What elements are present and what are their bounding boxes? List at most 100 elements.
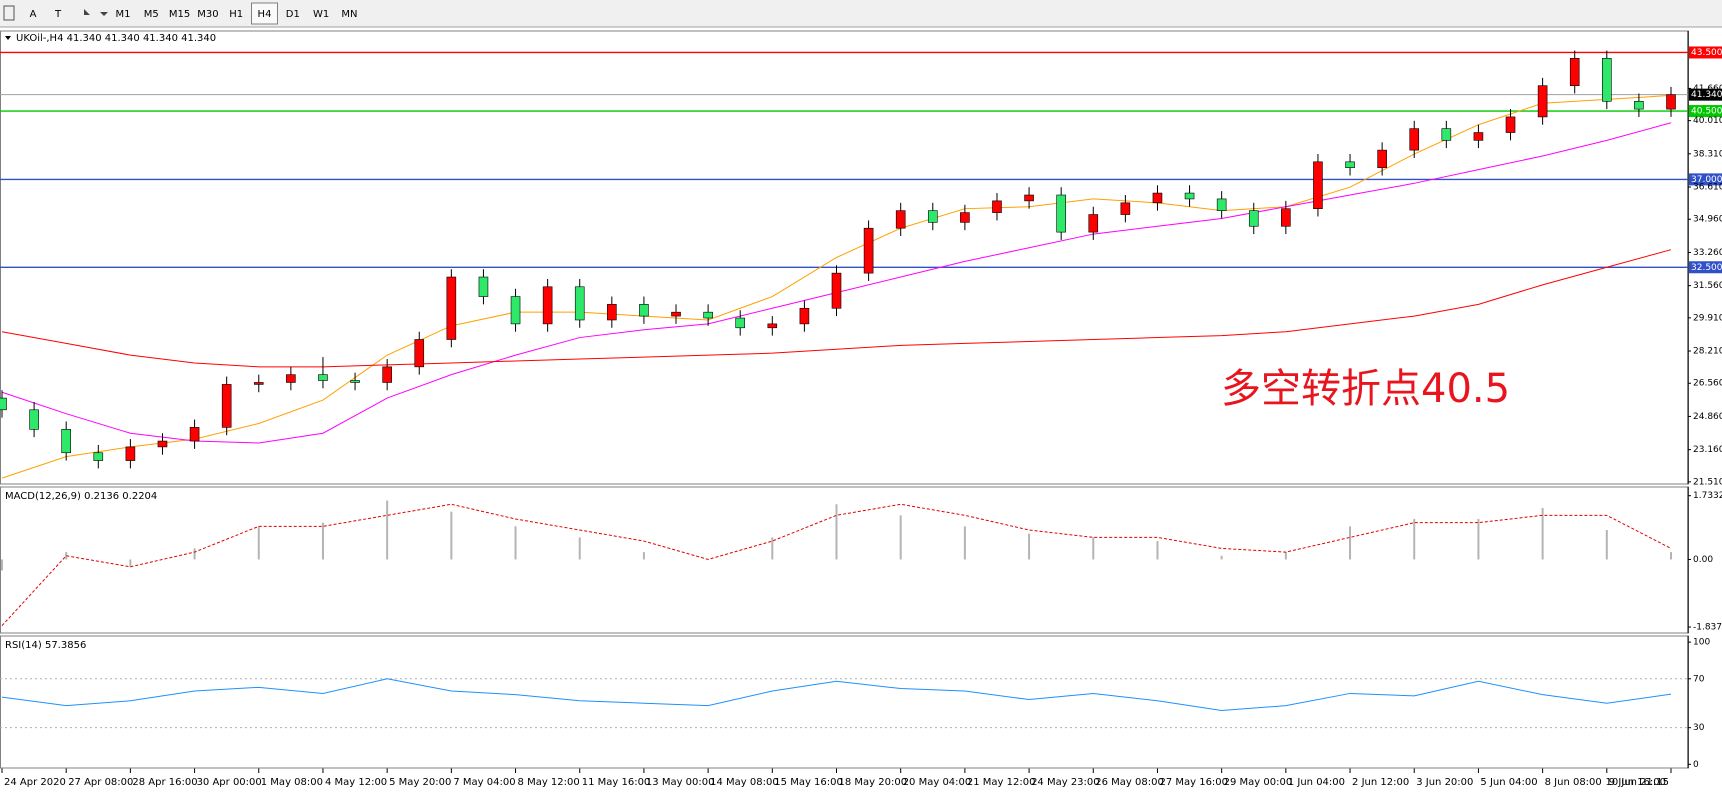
price-label-box [1689,88,1722,101]
x-tick-label: 24 Apr 2020 [4,777,66,788]
x-tick-label: 27 Apr 08:00 [68,777,133,788]
macd-signal [1,503,1672,626]
candle-body [382,366,392,383]
x-tick-label: 4 May 12:00 [325,777,387,788]
candle-body [286,374,296,383]
chart-title: UKOil-,H4 41.340 41.340 41.340 41.340 [16,33,216,44]
timeframe-button[interactable]: M15 [169,9,190,20]
tool-icon[interactable]: A [30,9,37,20]
candle-body [93,452,104,461]
candle-body [799,307,810,325]
x-tick-label: 29 May 00:00 [1224,777,1293,788]
panel-frame [0,635,1689,769]
x-tick-label: 9 Jun 16:00 [1609,777,1666,788]
candle-body [61,429,71,454]
candle-body [478,276,489,297]
candle-body [29,409,39,430]
candle-body [895,210,906,229]
timeframe-button[interactable]: W1 [313,9,329,20]
candle-body [446,276,457,340]
panel-frame [0,30,1689,485]
tool-icon[interactable] [3,5,15,21]
y-tick-label: 34.960 [1693,215,1722,225]
x-tick-label: 5 Jun 04:00 [1480,777,1537,788]
x-tick-label: 1 May 08:00 [261,777,323,788]
candle-body [221,384,232,428]
x-tick-label: 26 May 08:00 [1095,777,1164,788]
x-tick-label: 8 May 12:00 [518,777,580,788]
timeframe-button[interactable]: D1 [286,9,300,20]
y-tick-label: 100 [1693,638,1710,648]
candle-body [1056,194,1066,233]
y-tick-label: 30 [1693,723,1705,733]
candle-body [1152,192,1163,204]
timeframe-button[interactable]: H4 [258,9,272,20]
x-tick-label: 11 May 16:00 [582,777,651,788]
y-tick-label: 28.210 [1693,347,1722,357]
timeframe-button[interactable]: M30 [197,9,218,20]
y-tick-label: 0.00 [1693,555,1713,565]
candle-body [510,296,521,325]
y-tick-label: 21.510 [1693,477,1722,487]
candle-body [639,304,649,317]
candle-body [671,311,681,317]
timeframe-button[interactable]: H1 [229,9,243,20]
candle-body [189,427,200,442]
y-tick-label: 24.860 [1693,412,1722,422]
x-tick-label: 3 Jun 20:00 [1416,777,1473,788]
x-tick-label: 7 May 04:00 [453,777,515,788]
panel-frame [0,486,1689,634]
candle-body [735,317,746,329]
price-label-box [1689,173,1722,186]
candle-body [607,304,617,321]
candle-body [960,212,970,223]
candle-body [0,397,7,411]
rsi-line [1,678,1672,712]
y-tick-label: 0 [1693,760,1699,770]
candle-body [1377,149,1387,168]
timeframe-button[interactable]: M5 [144,9,159,20]
candle-body [1345,161,1355,168]
candle-body [1666,94,1676,110]
candle-body [350,380,360,383]
moving-average [1,249,1672,368]
timeframe-button[interactable]: M1 [116,9,131,20]
candle-body [253,382,264,385]
tool-icon[interactable] [84,9,108,16]
y-tick-label: 41.660 [1693,84,1722,94]
collapse-arrow[interactable] [5,36,11,40]
x-tick-label: 27 May 16:00 [1159,777,1228,788]
price-label-box [1689,46,1722,59]
y-tick-label: 38.310 [1693,149,1722,159]
toolbar [0,0,1722,27]
candle-body [927,210,938,223]
candle-body [1505,116,1516,133]
panel-title: MACD(12,26,9) 0.2136 0.2204 [5,491,157,502]
candle-body [1024,194,1034,202]
x-tick-label: 1 Jun 04:00 [1288,777,1345,788]
y-tick-label: 40.010 [1693,116,1722,126]
candle-body [1569,58,1580,86]
x-tick-label: 14 May 08:00 [710,777,779,788]
candle-body [767,323,778,329]
tool-icon[interactable]: T [54,9,62,20]
price-label: 43.500 [1691,48,1722,58]
y-tick-label: 36.610 [1693,183,1722,193]
candle-body [1313,161,1323,209]
candle-body [1634,100,1644,110]
price-label-box [1689,261,1722,274]
timeframe-button[interactable]: MN [341,9,357,20]
x-tick-label: 18 May 20:00 [839,777,908,788]
candle-body [1441,128,1452,141]
panel-title: RSI(14) 57.3856 [5,640,86,651]
candle-body [414,339,425,368]
price-label-box [1689,105,1722,118]
candle-body [574,286,585,321]
price-label: 40.500 [1691,107,1722,117]
candle-body [703,311,713,319]
x-tick-label: 10 Jun 21:15 [1605,777,1669,788]
x-tick-label: 15 May 16:00 [774,777,843,788]
timeframe-active[interactable] [251,2,278,25]
